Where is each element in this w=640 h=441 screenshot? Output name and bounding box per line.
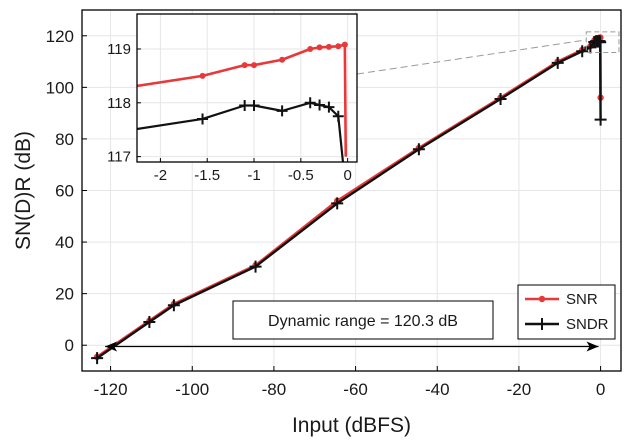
inset-data-point-sndr bbox=[314, 99, 326, 111]
y-tick-label: 60 bbox=[55, 182, 74, 201]
inset-y-tick-label: 119 bbox=[107, 41, 131, 58]
inset-y-tick-label: 118 bbox=[107, 95, 131, 112]
legend-box bbox=[517, 284, 616, 340]
inset-data-point-sndr bbox=[197, 113, 209, 125]
inset-data-point-sndr bbox=[304, 97, 316, 109]
y-axis-title: SN(D)R (dB) bbox=[12, 131, 35, 250]
x-tick-label: -60 bbox=[343, 380, 368, 399]
arrow-head-right bbox=[586, 341, 599, 352]
x-tick-label: 0 bbox=[596, 380, 605, 399]
legend-label-sndr: SNDR bbox=[566, 316, 609, 333]
inset-x-tick-label: -1 bbox=[247, 167, 260, 184]
legend-marker-sndr bbox=[536, 318, 548, 330]
data-point-sndr bbox=[249, 260, 262, 273]
inset-series-line-sndr bbox=[137, 101, 345, 162]
inset-data-point-sndr bbox=[248, 99, 260, 111]
y-tick-label: 0 bbox=[65, 336, 74, 355]
inset-series-group bbox=[137, 41, 348, 162]
dynamic-range-label: Dynamic range = 120.3 dB bbox=[268, 313, 458, 330]
inset-data-point-sndr bbox=[323, 101, 335, 113]
zoom-connector-line bbox=[356, 39, 587, 75]
inset-plot: -2 -1.5 -1 -0.5 0 117 118 119 bbox=[107, 13, 358, 184]
inset-y-tick-label: 117 bbox=[107, 149, 131, 166]
inset-data-point-snr bbox=[325, 43, 332, 50]
inset-data-point-snr bbox=[307, 45, 314, 52]
y-tick-label: 100 bbox=[46, 78, 74, 97]
inset-background bbox=[137, 14, 357, 162]
legend-label-snr: SNR bbox=[566, 291, 598, 308]
arrow-head-left bbox=[105, 341, 118, 352]
inset-x-tick-label: -0.5 bbox=[288, 167, 314, 184]
x-tick-label: -120 bbox=[94, 380, 128, 399]
x-axis-title: Input (dBFS) bbox=[292, 414, 411, 437]
y-tick-label: 40 bbox=[55, 233, 74, 252]
data-point-sndr bbox=[331, 197, 344, 210]
x-tick-label: -80 bbox=[262, 380, 287, 399]
inset-data-point-snr bbox=[241, 62, 248, 69]
legend-marker-snr bbox=[538, 295, 546, 303]
data-point-sndr bbox=[412, 143, 425, 156]
y-tick-label: 80 bbox=[55, 130, 74, 149]
dynamic-range-box bbox=[232, 300, 494, 340]
inset-data-point-snr bbox=[316, 44, 323, 51]
inset-data-point-snr bbox=[279, 56, 286, 63]
inset-x-tick-label: -2 bbox=[154, 167, 167, 184]
data-point-sndr bbox=[594, 36, 607, 49]
data-point-sndr bbox=[167, 299, 180, 312]
y-tick-label: 20 bbox=[55, 285, 74, 304]
data-point-sndr bbox=[143, 316, 156, 329]
x-tick-label: -100 bbox=[175, 380, 209, 399]
x-tick-label: -20 bbox=[507, 380, 532, 399]
data-point-sndr bbox=[594, 113, 607, 126]
inset-x-tick-label: -1.5 bbox=[194, 167, 220, 184]
inset-data-point-sndr bbox=[332, 110, 344, 122]
data-point-sndr bbox=[494, 92, 507, 105]
inset-data-point-snr bbox=[251, 62, 258, 69]
data-point-sndr bbox=[91, 352, 104, 365]
data-point-sndr bbox=[551, 56, 564, 69]
inset-data-point-snr bbox=[341, 41, 348, 48]
inset-frame bbox=[136, 13, 358, 163]
inset-data-point-snr bbox=[199, 72, 206, 79]
inset-data-point-sndr bbox=[239, 99, 251, 111]
data-point-sndr bbox=[576, 45, 589, 58]
x-tick-label: -40 bbox=[425, 380, 450, 399]
inset-data-point-snr bbox=[335, 43, 342, 50]
inset-x-tick-label: 0 bbox=[343, 167, 351, 184]
y-tick-label: 120 bbox=[46, 27, 74, 46]
zoom-region-box bbox=[585, 31, 620, 54]
inset-data-point-sndr bbox=[276, 105, 288, 117]
